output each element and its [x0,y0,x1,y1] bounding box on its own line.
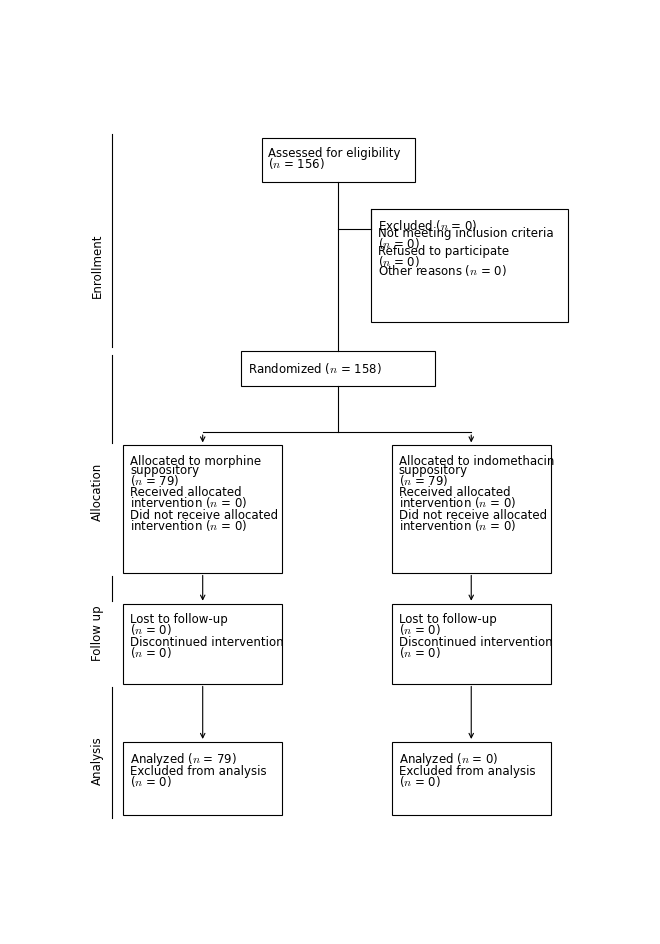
Text: ($n$ = 79): ($n$ = 79) [399,472,448,487]
Bar [123,742,282,815]
Text: Lost to follow-up: Lost to follow-up [399,613,496,626]
Text: Analyzed ($n$ = 79): Analyzed ($n$ = 79) [130,750,237,767]
Text: Discontinued intervention: Discontinued intervention [399,635,552,648]
Bar [372,210,568,322]
Text: Enrollment: Enrollment [91,234,104,298]
Text: Not meeting inclusion criteria: Not meeting inclusion criteria [378,227,554,240]
Text: intervention ($n$ = 0): intervention ($n$ = 0) [399,517,516,532]
Text: ($n$ = 0): ($n$ = 0) [399,621,441,636]
Text: ($n$ = 0): ($n$ = 0) [130,621,172,636]
Bar [392,604,550,683]
Text: ($n$ = 0): ($n$ = 0) [130,644,172,659]
Bar [392,742,550,815]
Bar [261,139,415,182]
Text: ($n$ = 0): ($n$ = 0) [399,644,441,659]
Text: intervention ($n$ = 0): intervention ($n$ = 0) [130,517,248,532]
Text: Received allocated: Received allocated [399,486,510,498]
Text: Follow up: Follow up [91,605,104,661]
Text: Excluded from analysis: Excluded from analysis [130,765,267,777]
Bar [241,352,436,387]
Text: Lost to follow-up: Lost to follow-up [130,613,228,626]
Text: Assessed for eligibility: Assessed for eligibility [268,147,401,160]
Text: Discontinued intervention: Discontinued intervention [130,635,284,648]
Text: Allocated to morphine: Allocated to morphine [130,454,261,467]
Bar [123,446,282,573]
Text: suppository: suppository [130,464,199,476]
Text: ($n$ = 0): ($n$ = 0) [378,254,420,268]
Text: Excluded from analysis: Excluded from analysis [399,765,535,777]
Text: Did not receive allocated: Did not receive allocated [130,508,279,521]
Text: ($n$ = 0): ($n$ = 0) [378,236,420,251]
Bar [392,446,550,573]
Text: intervention ($n$ = 0): intervention ($n$ = 0) [399,495,516,510]
Text: ($n$ = 156): ($n$ = 156) [268,156,325,171]
Text: Other reasons ($n$ = 0): Other reasons ($n$ = 0) [378,262,507,278]
Text: Randomized ($n$ = 158): Randomized ($n$ = 158) [248,361,381,376]
Text: suppository: suppository [399,464,468,476]
Bar [123,604,282,683]
Text: Analysis: Analysis [91,736,104,784]
Text: intervention ($n$ = 0): intervention ($n$ = 0) [130,495,248,510]
Text: Allocated to indomethacin: Allocated to indomethacin [399,454,554,467]
Text: Allocation: Allocation [91,463,104,520]
Text: ($n$ = 0): ($n$ = 0) [399,773,441,788]
Text: Received allocated: Received allocated [130,486,242,498]
Text: Analyzed ($n$ = 0): Analyzed ($n$ = 0) [399,750,498,767]
Text: Refused to participate: Refused to participate [378,244,510,258]
Text: ($n$ = 0): ($n$ = 0) [130,773,172,788]
Text: Excluded ($n$ = 0): Excluded ($n$ = 0) [378,218,478,233]
Text: Did not receive allocated: Did not receive allocated [399,508,546,521]
Text: ($n$ = 79): ($n$ = 79) [130,472,180,487]
